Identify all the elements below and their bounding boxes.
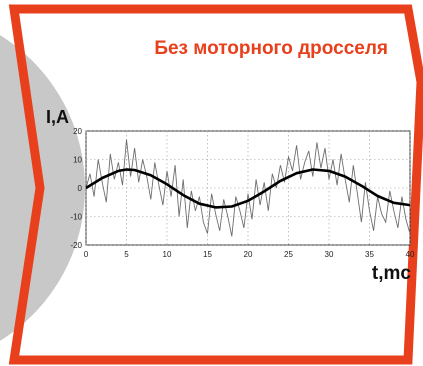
y-axis-label: I,A — [46, 107, 69, 127]
x-tick-label: 0 — [84, 250, 89, 259]
series-line-smooth — [85, 168, 411, 209]
x-tick-label: 40 — [406, 250, 415, 259]
x-tick-label: 10 — [163, 250, 172, 259]
y-tick-label: -10 — [70, 213, 82, 222]
y-tick-label: 0 — [78, 184, 83, 193]
x-tick-label: 5 — [124, 250, 129, 259]
series-line-noisy — [85, 139, 411, 237]
x-tick-label: 15 — [203, 250, 212, 259]
x-tick-label: 20 — [244, 250, 253, 259]
y-tick-label: -20 — [70, 241, 82, 250]
x-tick-label: 35 — [365, 250, 374, 259]
y-tick-label: 10 — [73, 156, 82, 165]
x-tick-label: 25 — [284, 250, 293, 259]
y-tick-label: 20 — [73, 127, 82, 136]
x-tick-label: 30 — [325, 250, 334, 259]
frame-border — [8, 4, 423, 365]
x-axis-label: t,mc — [372, 263, 412, 284]
chart-title: Без моторного дросселя — [154, 38, 388, 59]
plot-area: 0 5 10 15 20 25 30 35 40 20 10 0 -10 -20 — [70, 127, 415, 259]
